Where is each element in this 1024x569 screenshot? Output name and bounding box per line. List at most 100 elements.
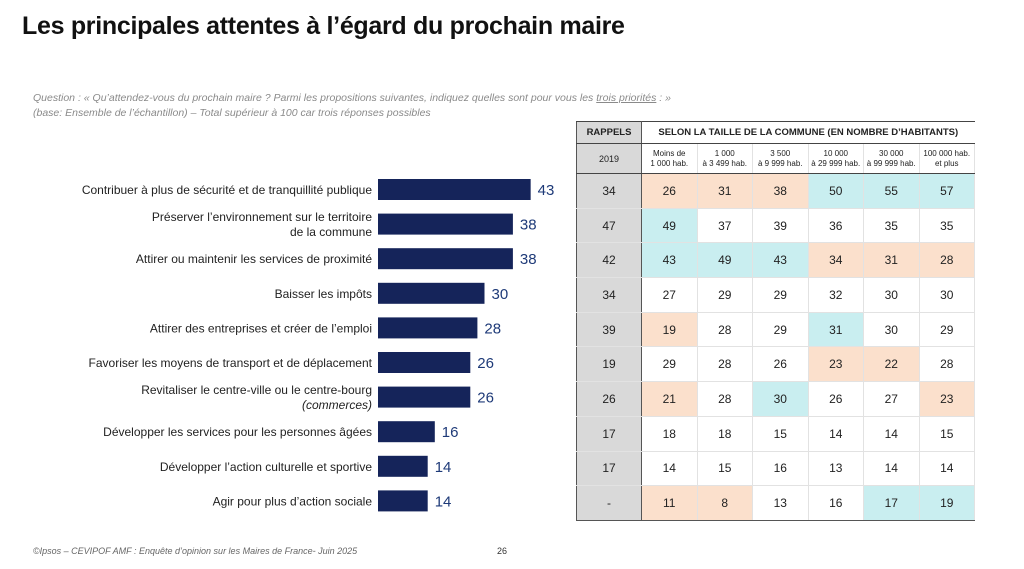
- table-cell: 31: [863, 242, 920, 279]
- category-label: Développer l’action culturelle et sporti…: [160, 460, 372, 474]
- rappel-cell: 17: [576, 415, 642, 452]
- table-cell: 18: [696, 415, 753, 452]
- table-cell: 26: [752, 346, 809, 383]
- bar: [378, 248, 513, 270]
- table-cell: 57: [918, 173, 975, 209]
- bar-value-label: 26: [477, 355, 494, 372]
- rappel-cell: -: [576, 485, 642, 521]
- bar-value-label: 16: [442, 424, 459, 441]
- table-cell: 15: [752, 415, 809, 452]
- table-subheader-row: 2019 Moins de 1 000 hab. 1 000 à 3 499 hab.…: [576, 143, 975, 174]
- table-cell: 29: [752, 277, 809, 313]
- table-row: 34 27 29 29 32 30 30: [576, 277, 975, 313]
- header-size-column: 100 000 hab. et plus: [918, 143, 975, 174]
- table-cell: 43: [641, 242, 698, 279]
- table-cell: 19: [641, 311, 698, 348]
- table-cell: 29: [752, 311, 809, 348]
- table-cell: 14: [641, 450, 698, 487]
- question-line-2: (base: Ensemble de l’échantillon) – Tota…: [33, 107, 431, 119]
- table-cell: 50: [807, 173, 864, 209]
- table-cell: 28: [696, 346, 753, 383]
- table-cell: 17: [863, 485, 920, 521]
- bar: [378, 421, 435, 443]
- table-cell: 14: [807, 415, 864, 452]
- category-label: (commerces): [302, 398, 372, 412]
- table-cell: 27: [641, 277, 698, 313]
- table-cell: 26: [641, 173, 698, 209]
- bar-value-label: 38: [520, 217, 537, 234]
- table-cell: 21: [641, 381, 698, 417]
- table-cell: 30: [918, 277, 975, 313]
- table-cell: 34: [807, 242, 864, 279]
- table-row: 26 21 28 30 26 27 23: [576, 381, 975, 417]
- table-cell: 28: [696, 311, 753, 348]
- table-row: 19 29 28 26 23 22 28: [576, 346, 975, 383]
- bar: [378, 317, 478, 339]
- table-cell: 11: [641, 485, 698, 521]
- header-rappels: RAPPELS: [576, 121, 642, 144]
- table-cell: 55: [863, 173, 920, 209]
- category-label: Développer les services pour les personn…: [103, 425, 372, 439]
- header-size-column: 1 000 à 3 499 hab.: [696, 143, 753, 174]
- table-cell: 29: [696, 277, 753, 313]
- table-row: 42 43 49 43 34 31 28: [576, 242, 975, 279]
- header-commune-size: SELON LA TAILLE DE LA COMMUNE (EN NOMBRE…: [641, 121, 975, 144]
- table-cell: 16: [752, 450, 809, 487]
- table-cell: 37: [696, 207, 753, 244]
- bar-value-label: 28: [484, 320, 501, 337]
- table-cell: 28: [918, 242, 975, 279]
- category-label: Attirer des entreprises et créer de l’em…: [150, 321, 372, 335]
- table-cell: 38: [752, 173, 809, 209]
- bar: [378, 386, 471, 408]
- table-cell: 39: [752, 207, 809, 244]
- table-row: -11 8 13 16 17 19: [576, 485, 975, 521]
- bar-chart: 43 Contribuer à plus de sécurité et de tr…: [82, 179, 555, 512]
- table-cell: 23: [807, 346, 864, 383]
- table-cell: 30: [863, 277, 920, 313]
- rappel-cell: 39: [576, 311, 642, 348]
- table-cell: 28: [696, 381, 753, 417]
- table-row: 34 26 31 38 50 55 57: [576, 173, 975, 209]
- category-label: Baisser les impôts: [275, 287, 372, 301]
- rappel-cell: 47: [576, 207, 642, 244]
- header-rappels-year: 2019: [576, 143, 642, 174]
- bar: [378, 179, 531, 200]
- table-cell: 43: [752, 242, 809, 279]
- table-cell: 35: [918, 207, 975, 244]
- page-number: 26: [497, 546, 508, 556]
- table-cell: 35: [863, 207, 920, 244]
- rappel-cell: 42: [576, 242, 642, 279]
- table-cell: 23: [918, 381, 975, 417]
- table-cell: 36: [807, 207, 864, 244]
- category-label: Attirer ou maintenir les services de pro…: [136, 252, 372, 266]
- table-cell: 29: [641, 346, 698, 383]
- category-label: Agir pour plus d’action sociale: [213, 494, 373, 508]
- bar-value-label: 43: [538, 182, 555, 199]
- header-size-column: Moins de 1 000 hab.: [641, 143, 698, 174]
- header-size-column: 3 500 à 9 999 hab.: [752, 143, 809, 174]
- table-cell: 31: [696, 173, 753, 209]
- rappel-cell: 34: [576, 277, 642, 313]
- table-cell: 19: [918, 485, 975, 521]
- table-cell: 13: [752, 485, 809, 521]
- table-row: 47 49 37 39 36 35 35: [576, 207, 975, 244]
- table-header-row: RAPPELS SELON LA TAILLE DE LA COMMUNE (E…: [576, 121, 975, 144]
- table-cell: 28: [918, 346, 975, 383]
- category-label: Favoriser les moyens de transport et de …: [89, 356, 373, 370]
- table-cell: 30: [863, 311, 920, 348]
- table-row: 39 19 28 29 31 30 29: [576, 311, 975, 348]
- bar-value-label: 26: [477, 390, 494, 407]
- rappel-cell: 19: [576, 346, 642, 383]
- table-cell: 14: [863, 450, 920, 487]
- question-underlined: trois priorités: [596, 92, 657, 104]
- table-cell: 26: [807, 381, 864, 417]
- table-cell: 31: [807, 311, 864, 348]
- table-cell: 15: [696, 450, 753, 487]
- table-row: 17 14 15 16 13 14 14: [576, 450, 975, 487]
- table-cell: 29: [918, 311, 975, 348]
- bar: [378, 352, 471, 373]
- bar: [378, 455, 428, 477]
- rappel-cell: 26: [576, 381, 642, 417]
- bar-value-label: 38: [520, 251, 537, 268]
- table-cell: 49: [696, 242, 753, 279]
